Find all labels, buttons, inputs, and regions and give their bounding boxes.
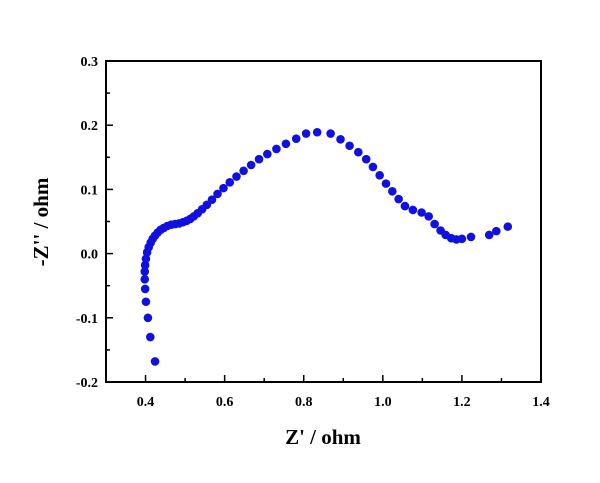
y-tick-label: 0.3 [81,55,99,70]
data-point [326,129,335,138]
data-point [301,129,311,138]
data-point [492,226,501,236]
data-point [141,254,151,264]
data-point [381,179,391,188]
y-tick-label: 0.1 [81,183,99,198]
x-tick-label: 0.4 [137,395,155,410]
data-point [140,260,150,270]
data-point [140,274,150,284]
data-point [424,212,433,221]
data-point [466,232,476,242]
data-point [140,284,150,294]
data-point [272,144,281,154]
data-point [213,189,222,199]
y-tick-label: 0.2 [81,119,99,134]
y-tick-label: -0.1 [76,312,98,327]
x-tick-label: 1.2 [453,395,471,410]
data-point [312,127,322,137]
data-point [281,139,291,149]
data-point [430,219,439,229]
data-point [368,162,378,172]
data-point [150,357,160,366]
x-tick-label: 1.0 [374,395,392,410]
data-point [140,267,150,276]
data-point [141,297,151,307]
y-axis-ticks: -0.2 -0.1 0.0 0.1 0.2 0.3 [76,55,113,391]
x-tick-label: 0.6 [216,395,234,410]
x-tick-label: 0.8 [295,395,313,410]
data-point [484,230,494,240]
data-point [263,149,272,159]
data-points [140,127,513,366]
data-point [457,234,467,244]
data-point [291,134,301,143]
data-point [388,187,397,196]
data-point [232,172,241,181]
data-point [254,154,264,164]
data-point [345,141,354,151]
data-point [246,160,256,170]
data-point [394,194,403,204]
x-axis-title: Z' / ohm [285,425,361,449]
data-point [503,222,513,231]
data-point [143,313,153,323]
data-point [239,166,248,176]
y-tick-label: -0.2 [76,376,98,391]
data-point [225,178,235,187]
data-point [354,147,363,157]
data-point [400,201,410,211]
x-axis-ticks: 0.4 0.6 0.8 1.0 1.2 1.4 [105,375,550,410]
data-point [145,332,155,342]
y-tick-label: 0.0 [81,248,99,263]
data-point [336,135,345,144]
y-axis-title: -Z'' / ohm [29,177,53,266]
data-point [219,183,228,193]
data-point [361,154,371,164]
data-point [408,205,418,215]
data-point [207,195,217,204]
data-point [417,208,426,217]
data-point [375,170,384,180]
x-tick-label: 1.4 [532,395,550,410]
